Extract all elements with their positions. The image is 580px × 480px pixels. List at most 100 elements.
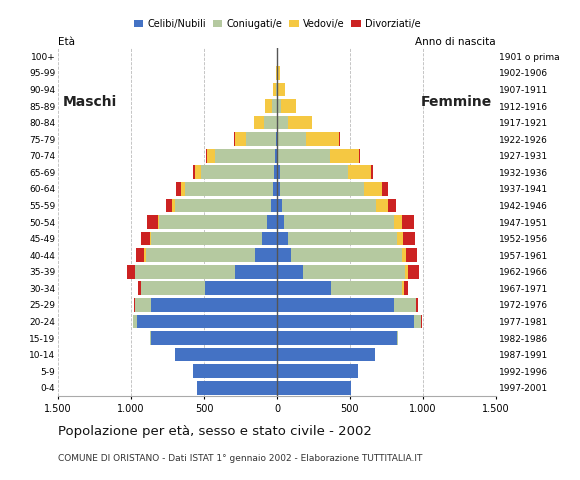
Bar (277, 149, 278, 163)
Bar (405, 265, 408, 278)
Bar (416, 298, 418, 312)
Bar (288, 116, 312, 130)
Bar (273, 182, 277, 196)
Bar (348, 166, 371, 179)
Bar (404, 281, 408, 295)
Bar (201, 166, 274, 179)
Bar (274, 166, 277, 179)
Bar (277, 364, 358, 378)
Bar (197, 381, 277, 395)
Bar (150, 331, 151, 345)
Bar (331, 281, 403, 295)
Bar (175, 199, 271, 212)
Bar (306, 132, 339, 146)
Bar (158, 215, 160, 229)
Bar (421, 314, 422, 328)
Bar (151, 331, 277, 345)
Bar (144, 248, 146, 262)
Bar (371, 166, 374, 179)
Bar (403, 281, 404, 295)
Bar (207, 149, 215, 163)
Bar (135, 298, 151, 312)
Bar (181, 182, 185, 196)
Bar (388, 199, 396, 212)
Bar (185, 182, 273, 196)
Bar (141, 232, 150, 245)
Bar (403, 232, 415, 245)
Bar (206, 149, 207, 163)
Bar (263, 116, 277, 130)
Bar (147, 215, 158, 229)
Text: Femmine: Femmine (420, 96, 491, 109)
Text: Maschi: Maschi (63, 96, 117, 109)
Bar (291, 248, 402, 262)
Bar (282, 199, 376, 212)
Bar (265, 99, 271, 113)
Bar (176, 182, 181, 196)
Bar (165, 199, 172, 212)
Bar (402, 248, 406, 262)
Bar (277, 381, 351, 395)
Bar (277, 232, 288, 245)
Bar (281, 99, 296, 113)
Bar (193, 166, 195, 179)
Text: Popolazione per età, sesso e stato civile - 2002: Popolazione per età, sesso e stato civil… (58, 425, 372, 438)
Bar (205, 281, 277, 295)
Bar (277, 166, 280, 179)
Bar (134, 298, 135, 312)
Bar (394, 215, 402, 229)
Bar (175, 348, 277, 361)
Bar (275, 149, 277, 163)
Bar (277, 314, 414, 328)
Bar (408, 265, 419, 278)
Bar (150, 232, 151, 245)
Bar (277, 66, 280, 80)
Bar (267, 215, 277, 229)
Text: COMUNE DI ORISTANO - Dati ISTAT 1° gennaio 2002 - Elaborazione TUTTITALIA.IT: COMUNE DI ORISTANO - Dati ISTAT 1° genna… (58, 454, 422, 463)
Bar (151, 232, 262, 245)
Bar (382, 182, 388, 196)
Bar (277, 199, 282, 212)
Bar (376, 199, 388, 212)
Bar (277, 99, 281, 113)
Bar (397, 232, 403, 245)
Bar (284, 215, 394, 229)
Bar (277, 49, 278, 63)
Bar (273, 83, 276, 96)
Bar (262, 232, 277, 245)
Bar (127, 265, 135, 278)
Bar (136, 248, 144, 262)
Bar (277, 348, 375, 361)
Bar (303, 265, 405, 278)
Bar (234, 132, 235, 146)
Bar (276, 66, 277, 80)
Bar (414, 314, 420, 328)
Bar (193, 364, 277, 378)
Bar (277, 248, 291, 262)
Bar (330, 149, 358, 163)
Bar (135, 265, 235, 278)
Bar (364, 182, 382, 196)
Bar (138, 281, 140, 295)
Bar (271, 99, 277, 113)
Bar (280, 182, 364, 196)
Bar (133, 314, 137, 328)
Bar (277, 265, 303, 278)
Bar (288, 232, 397, 245)
Bar (394, 298, 416, 312)
Bar (277, 281, 331, 295)
Bar (235, 132, 245, 146)
Bar (151, 298, 277, 312)
Bar (160, 215, 267, 229)
Bar (406, 248, 417, 262)
Bar (254, 116, 263, 130)
Bar (215, 149, 275, 163)
Bar (277, 298, 394, 312)
Bar (277, 182, 280, 196)
Bar (245, 132, 276, 146)
Bar (276, 132, 277, 146)
Legend: Celibi/Nubili, Coniugati/e, Vedovi/e, Divorziati/e: Celibi/Nubili, Coniugati/e, Vedovi/e, Di… (130, 15, 424, 33)
Bar (277, 132, 278, 146)
Bar (277, 116, 288, 130)
Bar (278, 83, 285, 96)
